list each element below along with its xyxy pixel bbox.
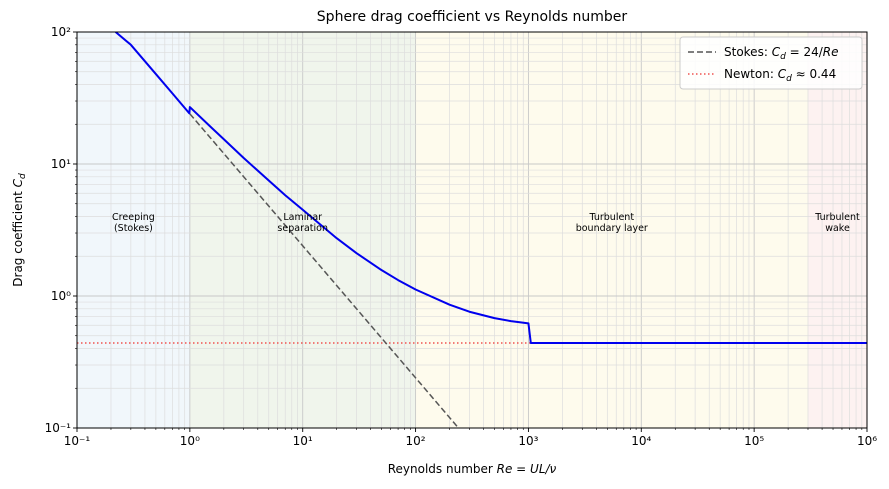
region-band <box>415 32 808 428</box>
region-label: Laminar separation <box>277 212 328 234</box>
legend-box <box>679 36 863 90</box>
chart-title: Sphere drag coefficient vs Reynolds numb… <box>317 9 628 25</box>
x-tick-label: 10⁶ <box>857 434 877 448</box>
region-band <box>77 32 190 428</box>
legend-entry: Newton: Cd ≈ 0.44 <box>724 67 836 84</box>
series-layer <box>77 32 867 428</box>
x-tick-label: 10¹ <box>293 434 313 448</box>
y-tick-label: 10² <box>51 25 71 39</box>
x-tick-label: 10⁵ <box>744 434 764 448</box>
plot-frame <box>76 31 868 429</box>
x-tick-label: 10⁴ <box>631 434 651 448</box>
x-tick-label: 10⁰ <box>180 434 200 448</box>
ticks-layer: 10⁻¹ 10⁰ 10¹ 10² 10³ 10⁴ 10⁵ 10⁶ 10⁻¹ 10⁰ 10¹ 10² <box>45 25 878 448</box>
region-label: Turbulent wake <box>814 212 860 234</box>
x-tick-label: 10³ <box>518 434 538 448</box>
x-tick-label: 10² <box>406 434 426 448</box>
region-labels: Creeping (Stokes) Laminar separation Turbule… <box>112 212 860 234</box>
y-axis-label: Drag coefficient Cd <box>11 173 28 287</box>
y-tick-label: 10⁰ <box>51 289 71 303</box>
y-tick-label: 10¹ <box>51 157 71 171</box>
region-label: Turbulent boundary layer <box>576 212 648 234</box>
x-tick-label: 10⁻¹ <box>64 434 91 448</box>
y-tick-label: 10⁻¹ <box>45 421 72 435</box>
regions-layer <box>77 32 867 428</box>
region-label: Creeping (Stokes) <box>112 212 155 234</box>
series-line-0 <box>114 32 867 345</box>
legend-entry: Stokes: Cd = 24/Re <box>724 45 839 62</box>
x-axis-label: Reynolds number Re = UL/ν <box>388 462 557 476</box>
series-line-1 <box>189 113 460 428</box>
region-band <box>807 32 867 428</box>
legend: Stokes: Cd = 24/Re Newton: Cd ≈ 0.44 <box>679 36 863 90</box>
